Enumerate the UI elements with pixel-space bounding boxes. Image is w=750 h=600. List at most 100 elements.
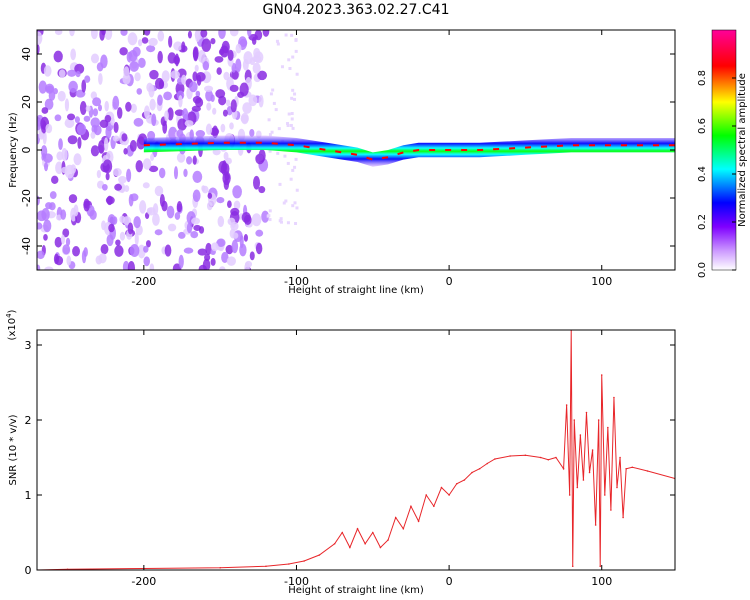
snr-point — [591, 449, 594, 451]
noise-blob — [170, 70, 180, 79]
snr-point — [588, 471, 591, 474]
noise-blob — [167, 223, 177, 232]
noise-blob — [192, 170, 203, 183]
snr-ylabel: SNR (10 * v/v) — [8, 414, 19, 485]
snr-point — [547, 458, 550, 461]
noise-blob — [173, 166, 179, 180]
noise-blob — [54, 114, 62, 122]
noise-blob — [115, 239, 121, 246]
noise-blob — [202, 61, 210, 71]
noise-blob — [202, 258, 211, 270]
noise-blob — [232, 185, 242, 199]
snr-point — [356, 527, 359, 530]
noise-speck — [294, 221, 298, 225]
noise-blob — [148, 165, 159, 173]
snr-point — [509, 455, 511, 457]
noise-blob — [230, 207, 240, 216]
noise-blob — [65, 237, 71, 247]
noise-blob — [221, 251, 229, 263]
spectrogram-y-tick-label: 40 — [20, 47, 33, 61]
snr-point — [582, 479, 585, 481]
noise-blob — [134, 72, 141, 82]
noise-speck — [267, 214, 271, 218]
noise-speck — [286, 161, 290, 165]
noise-blob — [251, 213, 262, 227]
noise-blob — [97, 104, 103, 112]
noise-blob — [255, 229, 264, 237]
spectrogram-y-tick-label: -40 — [20, 237, 33, 255]
noise-blob — [242, 102, 252, 114]
noise-blob — [74, 116, 80, 124]
noise-speck — [295, 72, 299, 76]
noise-blob — [218, 160, 228, 174]
spectrogram-xlabel: Height of straight line (km) — [288, 285, 424, 296]
noise-blob — [66, 113, 76, 121]
snr-point — [597, 419, 600, 421]
noise-blob — [92, 97, 102, 107]
noise-blob — [178, 254, 184, 269]
noise-blob — [233, 200, 241, 210]
colorbar-label: Normalized spectral amplitude — [737, 73, 748, 227]
snr-point — [579, 434, 582, 436]
colorbar-tick-label: 0.0 — [697, 262, 708, 278]
noise-speck — [267, 118, 271, 122]
noise-blob — [68, 194, 78, 204]
snr-panel: -200 -100 0 100 0 1 2 3 Height of straight lin… — [5, 309, 676, 596]
noise-blob — [44, 266, 54, 270]
colorbar-gradient — [711, 29, 737, 271]
noise-blob — [105, 125, 112, 139]
noise-blob — [150, 153, 155, 161]
noise-blob — [118, 176, 127, 184]
snr-point — [573, 419, 576, 421]
spectrogram-y-ticks: -40 -20 0 20 40 — [20, 47, 675, 255]
noise-blob — [129, 244, 140, 258]
noise-blob — [261, 210, 270, 223]
noise-blob — [119, 215, 126, 224]
noise-blob — [83, 115, 91, 122]
noise-blob — [127, 222, 134, 235]
noise-blob — [53, 88, 58, 95]
snr-point — [646, 470, 649, 472]
noise-speck — [294, 38, 298, 42]
noise-blob — [218, 30, 226, 39]
snr-point — [555, 456, 557, 459]
noise-blob — [210, 242, 219, 252]
snr-point — [600, 374, 603, 376]
snr-point — [562, 467, 565, 470]
noise-blob — [83, 198, 90, 212]
noise-blob — [98, 140, 105, 154]
noise-blob — [135, 160, 143, 173]
snr-point — [288, 563, 290, 565]
noise-blob — [225, 157, 232, 165]
noise-speck — [294, 157, 298, 161]
snr-point — [613, 396, 615, 399]
noise-blob — [49, 191, 57, 200]
noise-blob — [151, 113, 157, 127]
noise-blob — [146, 207, 153, 214]
snr-point — [619, 456, 621, 459]
noise-blob — [64, 164, 75, 179]
noise-speck — [294, 49, 298, 53]
snr-x-tick-label: 100 — [591, 575, 612, 588]
noise-blob — [130, 103, 137, 113]
noise-speck — [282, 201, 286, 205]
noise-blob — [139, 200, 147, 214]
noise-speck — [293, 97, 297, 101]
snr-xlabel: Height of straight line (km) — [288, 585, 424, 596]
noise-blob — [176, 129, 184, 138]
noise-blob — [134, 232, 139, 246]
noise-blob — [72, 246, 80, 257]
noise-blob — [104, 30, 113, 40]
noise-speck — [279, 220, 283, 224]
noise-blob — [99, 30, 105, 41]
noise-speck — [268, 133, 272, 137]
noise-blob — [83, 247, 88, 257]
noise-blob — [146, 82, 153, 93]
snr-point — [303, 560, 305, 562]
noise-blob — [112, 167, 122, 177]
noise-blob — [149, 69, 159, 80]
noise-blob — [197, 248, 208, 256]
noise-blob — [181, 41, 186, 53]
snr-y-tick-label: 0 — [25, 564, 32, 577]
noise-blob — [116, 107, 123, 119]
